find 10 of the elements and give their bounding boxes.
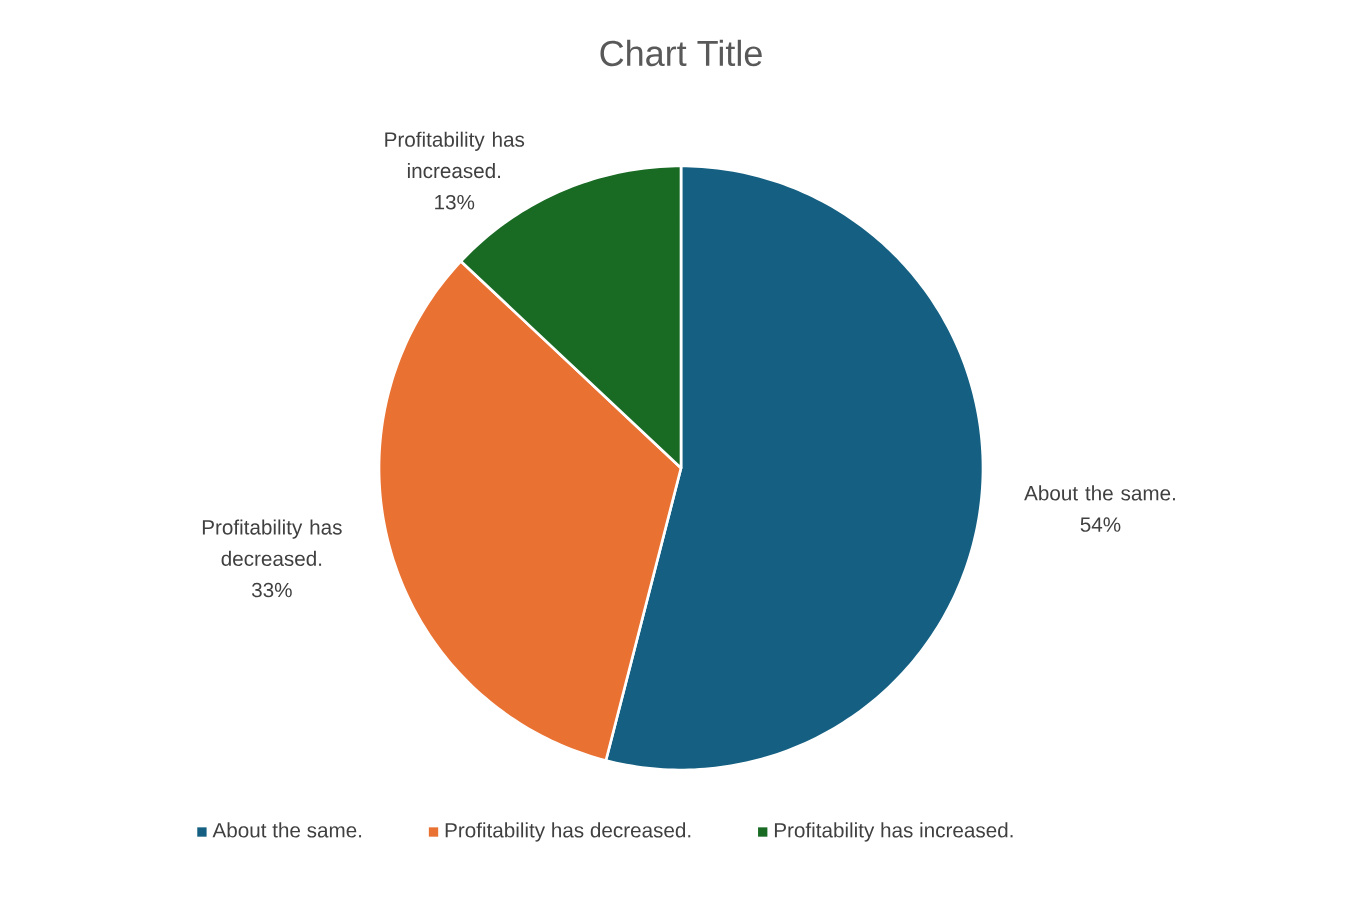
slice-label: Profitability has increased. xyxy=(385,131,525,179)
data-label: 54% xyxy=(1080,517,1121,532)
legend-label: Profitability has decreased. xyxy=(445,822,691,842)
data-label: 33% xyxy=(251,582,292,598)
data-label: 13% xyxy=(435,194,475,210)
legend-label: Profitability has increased. xyxy=(774,822,1013,842)
slice-label: About the same. xyxy=(1024,485,1175,501)
legend-label: About the same. xyxy=(212,822,362,838)
chart-title: Chart Title xyxy=(600,39,762,67)
slice-label: Profitability has decreased. xyxy=(202,519,342,566)
